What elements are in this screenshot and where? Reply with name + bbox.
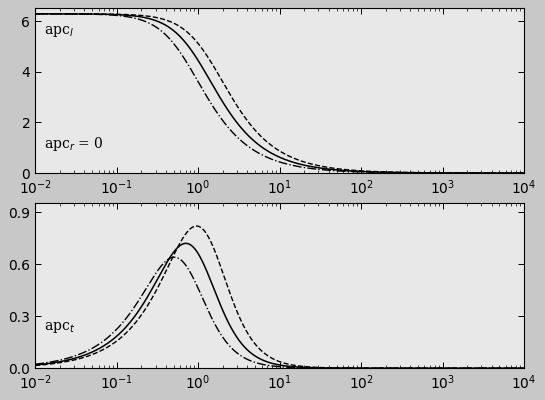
Text: apc$_t$: apc$_t$: [45, 320, 76, 335]
Text: apc$_l$: apc$_l$: [45, 24, 74, 39]
Text: apc$_r$ = 0: apc$_r$ = 0: [45, 135, 104, 153]
